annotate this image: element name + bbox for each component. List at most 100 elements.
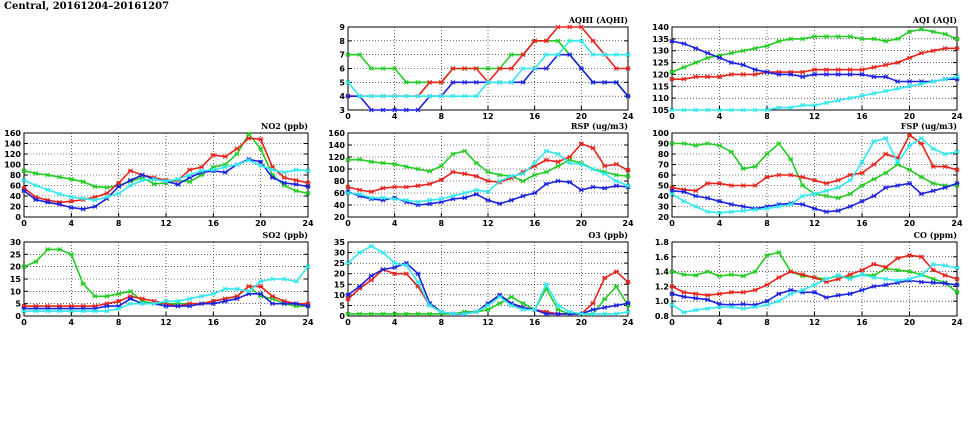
data-point-red	[823, 181, 829, 186]
data-point-cyan	[717, 107, 722, 113]
data-point-cyan	[705, 306, 711, 311]
data-point-green	[258, 146, 264, 152]
y-tick-label: 80	[10, 171, 22, 180]
data-point-green	[555, 38, 561, 44]
data-point-cyan	[590, 166, 596, 172]
data-point-blue	[305, 303, 311, 309]
x-tick-label: 12	[160, 318, 171, 327]
data-point-cyan	[918, 272, 924, 278]
data-point-green	[625, 173, 631, 179]
data-point-blue	[613, 303, 619, 308]
data-point-green	[368, 159, 374, 165]
data-point-blue	[681, 41, 687, 46]
data-point-cyan	[438, 93, 444, 99]
data-point-cyan	[380, 195, 386, 201]
data-point-blue	[532, 190, 538, 196]
data-point-cyan	[222, 164, 228, 170]
x-tick-label: 8	[116, 318, 122, 327]
data-point-blue	[210, 301, 216, 307]
data-point-red	[728, 289, 734, 295]
y-tick-label: 110	[652, 94, 669, 103]
data-point-red	[669, 76, 675, 82]
x-tick-label: 4	[392, 219, 398, 228]
data-point-green	[823, 193, 829, 199]
data-point-green	[357, 157, 363, 162]
data-point-cyan	[625, 309, 631, 315]
data-point-cyan	[199, 293, 204, 299]
data-point-cyan	[116, 190, 122, 196]
data-point-green	[543, 169, 549, 175]
data-point-green	[930, 29, 936, 35]
data-point-green	[485, 169, 491, 175]
data-point-cyan	[693, 307, 699, 313]
data-point-cyan	[578, 38, 584, 44]
data-point-blue	[918, 279, 924, 285]
data-point-cyan	[578, 311, 584, 317]
data-point-cyan	[199, 168, 204, 174]
y-tick-label: 100	[328, 165, 345, 174]
data-point-red	[415, 183, 421, 189]
data-point-cyan	[728, 107, 734, 113]
x-tick-label: 0	[21, 219, 27, 228]
y-tick-label: 40	[658, 192, 670, 201]
data-point-red	[258, 284, 264, 289]
page-title: Central, 20161204–20161207	[4, 1, 170, 12]
data-point-blue	[693, 45, 699, 51]
y-tick-label: 20	[10, 203, 22, 212]
data-point-blue	[543, 66, 549, 71]
data-point-blue	[357, 284, 363, 289]
data-point-blue	[764, 69, 770, 75]
data-point-cyan	[693, 204, 699, 209]
data-point-cyan	[776, 105, 782, 111]
data-point-red	[847, 272, 853, 277]
data-point-red	[871, 64, 877, 70]
data-point-red	[693, 291, 699, 297]
data-point-cyan	[859, 160, 865, 165]
data-point-green	[520, 178, 526, 184]
data-point-green	[80, 179, 86, 185]
data-point-cyan	[812, 102, 817, 108]
x-tick-label: 20	[255, 318, 267, 327]
data-point-blue	[625, 93, 631, 99]
data-point-red	[693, 74, 699, 80]
data-point-blue	[613, 183, 619, 189]
data-point-red	[345, 184, 351, 190]
data-point-blue	[871, 284, 877, 289]
data-point-green	[555, 163, 561, 169]
data-point-green	[45, 172, 51, 178]
y-tick-label: 25	[10, 250, 22, 259]
data-point-blue	[835, 72, 841, 77]
data-point-cyan	[415, 93, 421, 99]
data-point-blue	[717, 198, 722, 204]
data-point-blue	[800, 74, 806, 80]
data-point-blue	[859, 72, 865, 77]
data-point-cyan	[427, 303, 433, 308]
y-tick-label: 9	[339, 23, 345, 32]
data-point-cyan	[345, 190, 351, 196]
data-point-blue	[717, 55, 722, 61]
data-point-green	[427, 169, 433, 174]
data-point-green	[835, 195, 841, 201]
x-tick-label: 8	[764, 318, 770, 327]
chart-title-so2: SO2 (ppb)	[263, 230, 309, 240]
data-point-green	[764, 43, 770, 49]
data-point-green	[68, 176, 74, 182]
data-point-blue	[68, 205, 74, 210]
data-point-cyan	[543, 148, 549, 154]
data-point-red	[752, 287, 758, 293]
y-tick-label: 120	[652, 70, 669, 79]
x-tick-label: 24	[622, 112, 634, 121]
data-point-red	[847, 67, 853, 73]
chart-title-co: CO (ppm)	[914, 230, 958, 240]
data-point-cyan	[788, 202, 794, 207]
series-line-red	[347, 268, 629, 315]
data-point-green	[21, 264, 27, 270]
data-point-red	[403, 271, 409, 277]
x-tick-label: 0	[669, 112, 675, 121]
data-point-cyan	[859, 93, 865, 99]
data-point-green	[871, 176, 877, 182]
data-point-blue	[199, 301, 204, 307]
